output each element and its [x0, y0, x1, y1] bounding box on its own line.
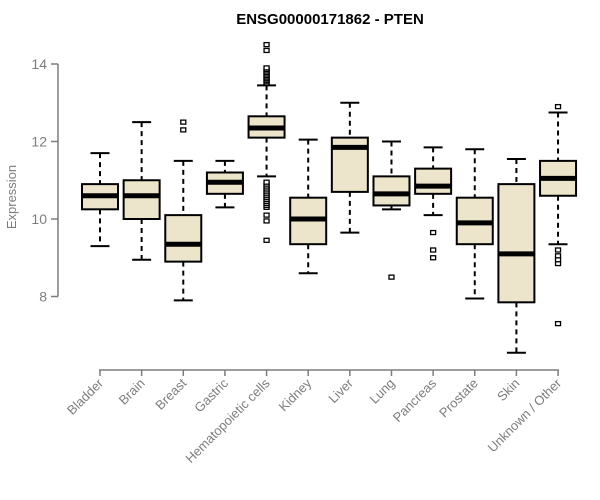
outlier-unknown-other: [554, 253, 562, 259]
box-breast: [164, 214, 203, 263]
outlier-unknown-other: [554, 103, 562, 110]
x-category-label: Skin: [494, 376, 522, 404]
y-tick-label: 10: [31, 211, 47, 227]
outlier-pancreas: [429, 247, 437, 253]
x-category-label: Pancreas: [390, 375, 440, 425]
outlier-hematopoietic-cells: [263, 212, 270, 218]
outlier-unknown-other: [554, 320, 562, 327]
box-skin: [497, 183, 536, 304]
outlier-pancreas: [429, 255, 437, 261]
chart-title: ENSG00000171862 - PTEN: [236, 11, 424, 28]
x-category-label: Kidney: [276, 375, 315, 414]
outlier-hematopoietic-cells: [263, 179, 270, 185]
outlier-breast: [180, 119, 187, 125]
outlier-hematopoietic-cells: [263, 237, 270, 243]
outlier-lung: [388, 274, 395, 280]
outlier-unknown-other: [554, 247, 562, 253]
x-category-label: Lung: [367, 376, 398, 407]
outlier-hematopoietic-cells: [263, 47, 270, 54]
x-category-label: Liver: [325, 375, 356, 406]
x-category-label: Breast: [152, 375, 189, 412]
outlier-hematopoietic-cells: [263, 218, 270, 224]
x-category-label: Brain: [116, 376, 148, 408]
y-tick-label: 8: [39, 289, 47, 305]
y-tick-label: 12: [31, 134, 47, 150]
x-category-label: Unknown / Other: [485, 375, 565, 455]
outlier-breast: [180, 127, 187, 133]
outlier-hematopoietic-cells: [263, 41, 270, 48]
outlier-hematopoietic-cells: [263, 65, 270, 71]
outlier-pancreas: [429, 229, 437, 236]
box-pancreas: [414, 167, 453, 195]
y-axis-label: Expression: [4, 165, 19, 229]
box-lung: [372, 175, 411, 207]
x-category-label: Prostate: [436, 376, 481, 421]
box-brain: [122, 179, 161, 220]
x-category-label: Bladder: [64, 375, 107, 418]
x-category-label: Gastric: [191, 375, 231, 415]
y-tick-label: 14: [31, 56, 47, 72]
